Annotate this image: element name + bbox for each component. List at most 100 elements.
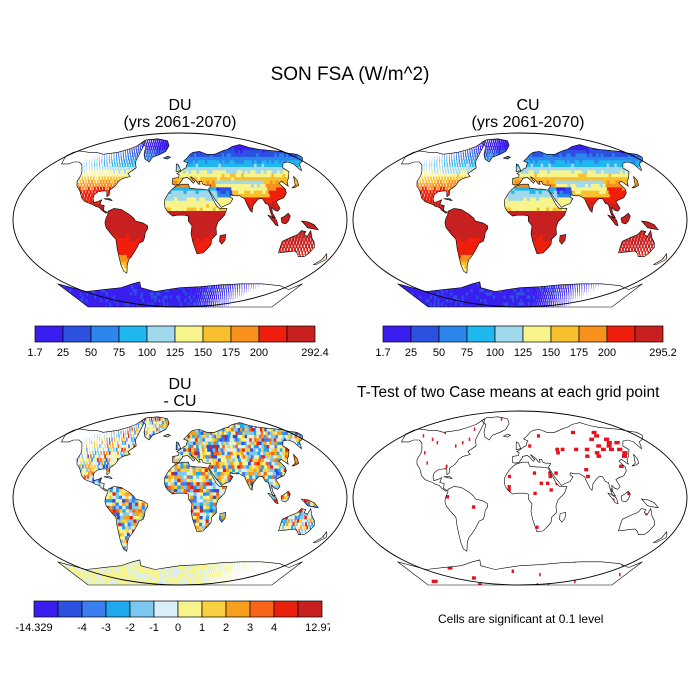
grid-cell	[218, 301, 220, 306]
grid-cell	[209, 217, 214, 222]
grid-cell	[288, 237, 292, 242]
grid-cell	[208, 156, 213, 161]
grid-cell	[164, 203, 169, 208]
grid-cell	[221, 200, 226, 205]
grid-cell	[224, 159, 230, 164]
grid-cell	[244, 284, 245, 289]
grid-cell	[240, 179, 246, 184]
grid-cell	[259, 190, 265, 194]
grid-cell	[207, 173, 212, 178]
grid-cell	[144, 149, 147, 154]
grid-cell	[146, 294, 151, 299]
grid-cell	[95, 190, 98, 194]
grid-cell	[255, 196, 260, 201]
grid-cell	[196, 217, 201, 222]
grid-cell	[156, 146, 159, 150]
grid-cell	[206, 220, 211, 225]
grid-cell	[153, 139, 155, 144]
grid-cell	[310, 223, 314, 228]
grid-cell	[193, 220, 198, 225]
grid-cell	[306, 240, 309, 245]
grid-cell	[178, 305, 181, 307]
grid-cell	[178, 301, 181, 306]
grid-cell	[143, 152, 146, 157]
grid-cell	[226, 294, 228, 299]
grid-cell	[223, 169, 228, 174]
grid-cell	[220, 284, 222, 289]
grid-cell	[255, 186, 261, 191]
grid-cell	[222, 186, 227, 191]
grid-cell	[193, 207, 198, 211]
grid-cell	[180, 193, 185, 198]
grid-cell	[210, 298, 212, 303]
grid-cell	[222, 159, 227, 164]
grid-cell	[209, 207, 214, 211]
grid-cell	[89, 163, 90, 167]
grid-cell	[205, 301, 207, 306]
grid-cell	[225, 288, 227, 293]
grid-cell	[156, 149, 158, 154]
grid-cell	[214, 298, 216, 303]
grid-cell	[271, 183, 277, 188]
grid-cell	[172, 298, 176, 303]
grid-cell	[164, 288, 168, 293]
grid-cell	[187, 156, 191, 161]
grid-cell	[128, 223, 133, 228]
grid-cell	[247, 190, 252, 194]
grid-cell	[189, 301, 192, 306]
grid-cell	[204, 291, 207, 296]
grid-cell	[81, 176, 83, 181]
grid-cell	[190, 210, 194, 215]
grid-cell	[86, 173, 88, 178]
grid-cell	[220, 193, 225, 198]
grid-cell	[174, 186, 178, 191]
grid-cell	[228, 291, 230, 296]
grid-cell	[160, 149, 163, 154]
grid-cell	[84, 173, 86, 178]
grid-cell	[116, 247, 121, 252]
grid-cell	[126, 254, 132, 259]
grid-cell	[167, 203, 172, 208]
grid-cell	[281, 220, 285, 225]
grid-cell	[182, 291, 186, 296]
grid-cell	[302, 254, 304, 259]
grid-cell	[190, 213, 195, 218]
grid-cell	[192, 193, 197, 198]
grid-cell	[171, 305, 174, 307]
grid-cell	[280, 244, 283, 249]
grid-cell	[242, 196, 248, 201]
grid-cell	[199, 227, 204, 232]
grid-cell	[215, 169, 220, 174]
grid-cell	[208, 291, 211, 296]
grid-cell	[228, 163, 234, 167]
grid-cell	[301, 250, 303, 255]
grid-cell	[109, 227, 114, 232]
grid-cell	[227, 200, 232, 205]
grid-cell	[154, 291, 158, 296]
grid-cell	[216, 294, 218, 299]
grid-cell	[189, 305, 192, 307]
grid-cell	[177, 200, 182, 205]
grid-cell	[114, 179, 117, 184]
grid-cell	[193, 223, 198, 228]
grid-cell	[221, 183, 226, 188]
grid-cell	[115, 223, 120, 228]
grid-cell	[120, 254, 126, 259]
grid-cell	[295, 183, 301, 188]
grid-cell	[298, 234, 302, 238]
grid-cell	[198, 250, 202, 255]
grid-cell	[252, 186, 257, 191]
grid-cell	[91, 166, 93, 171]
grid-cell	[128, 247, 133, 252]
grid-cell	[207, 186, 212, 191]
grid-cell	[153, 142, 156, 147]
grid-cell	[289, 244, 292, 249]
grid-cell	[163, 294, 167, 299]
grid-cell	[192, 190, 197, 194]
grid-cell	[209, 166, 214, 171]
grid-cell	[251, 193, 256, 198]
grid-cell	[217, 159, 222, 164]
grid-cell	[161, 301, 165, 306]
grid-cell	[99, 159, 100, 164]
grid-cell	[202, 234, 207, 238]
